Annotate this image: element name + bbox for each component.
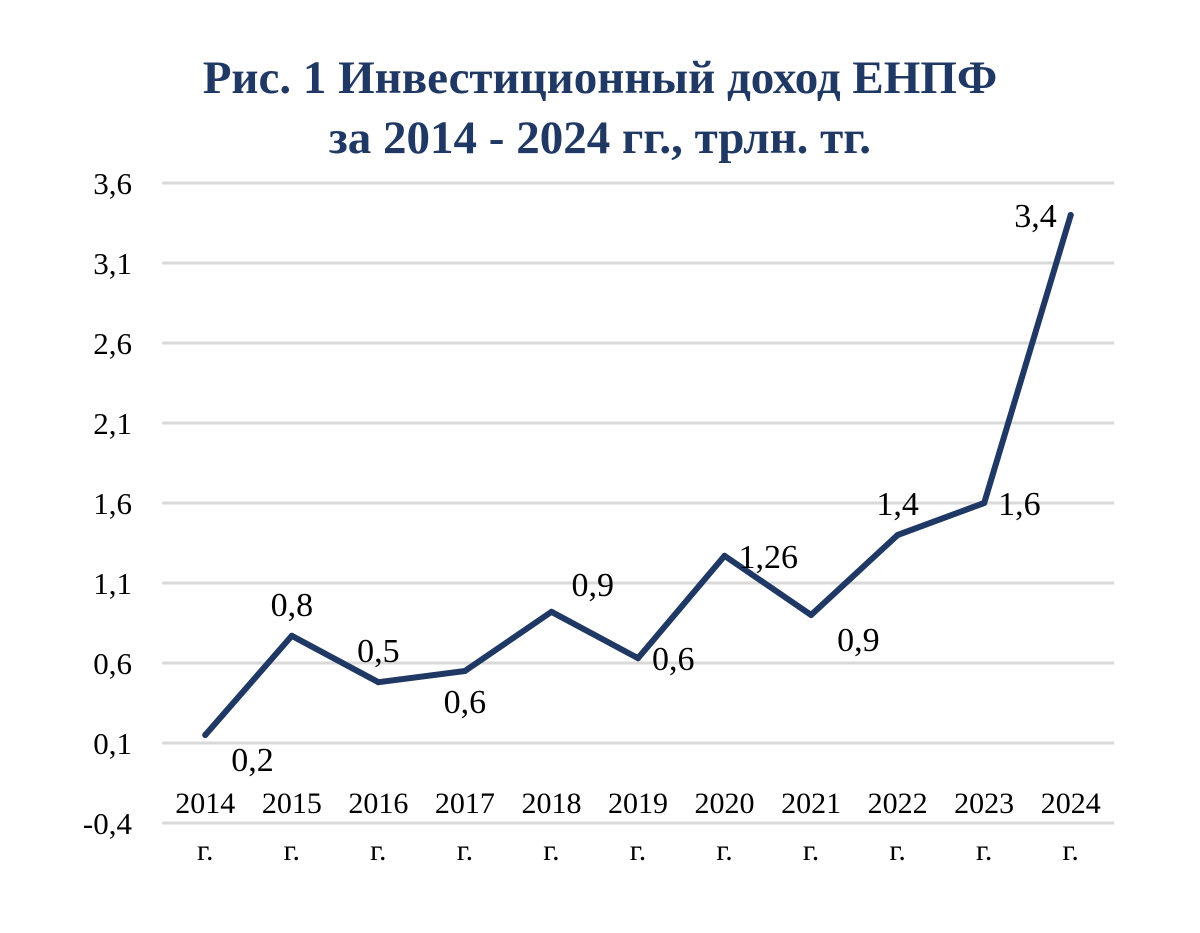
data-label: 3,4 [1014, 198, 1057, 235]
data-label: 0,6 [652, 641, 695, 678]
x-tick-label-suffix: г. [716, 834, 732, 867]
x-tick-label-suffix: г. [630, 834, 646, 867]
x-tick-label-year: 2019 [608, 787, 668, 820]
x-tick-label-year: 2023 [954, 787, 1014, 820]
x-tick-label-year: 2020 [695, 787, 755, 820]
data-point [981, 500, 988, 506]
y-tick-label: 0,6 [93, 646, 132, 681]
data-label: 0,9 [571, 567, 614, 604]
x-tick-label-year: 2022 [868, 787, 928, 820]
data-point [548, 608, 555, 615]
series-layer [202, 212, 1074, 738]
y-axis-labels: 3,6 3,1 2,6 2,1 1,6 1,1 0,6 0,1 -0,4 [83, 166, 133, 841]
chart-title-line: Рис. 1 Инвестиционный доход ЕНПФ [202, 52, 998, 104]
y-tick-label: -0,4 [83, 806, 133, 841]
x-tick-label-suffix: г. [1063, 834, 1079, 867]
data-label: 0,6 [444, 684, 487, 721]
chart-title: Рис. 1 Инвестиционный доход ЕНПФ за 2014… [0, 48, 1200, 168]
gridlines [162, 181, 1114, 825]
x-tick-label-suffix: г. [889, 834, 905, 867]
data-label: 0,5 [357, 633, 400, 670]
data-label: 1,4 [876, 486, 919, 523]
y-tick-label: 3,1 [93, 246, 132, 281]
data-label: 0,9 [837, 622, 880, 659]
data-labels: 0,2 0,8 0,5 0,6 0,9 0,6 1,26 0,9 1,4 1,6 3,4 [231, 198, 1056, 779]
data-point [461, 668, 468, 674]
x-tick-label-suffix: г. [370, 834, 386, 867]
chart-subtitle-line: за 2014 - 2024 гг., трлн. тг. [328, 112, 872, 164]
x-tick-label-year: 2021 [781, 787, 841, 820]
x-tick-label-suffix: г. [976, 834, 992, 867]
x-tick-label-suffix: г. [284, 834, 300, 867]
x-tick-label-year: 2016 [348, 787, 408, 820]
data-label: 0,2 [231, 742, 273, 779]
data-point [1067, 212, 1074, 218]
x-tick-label-suffix: г. [457, 834, 473, 867]
y-tick-label: 1,6 [93, 486, 132, 521]
y-tick-label: 3,6 [93, 166, 132, 201]
data-point [375, 679, 382, 686]
data-point [894, 532, 901, 538]
y-tick-label: 1,1 [93, 566, 132, 601]
data-point [288, 632, 295, 639]
x-tick-label-year: 2018 [521, 787, 581, 820]
x-tick-label-year: 2014 [175, 787, 235, 820]
data-point [721, 552, 728, 559]
y-tick-label: 0,1 [93, 726, 132, 761]
data-point [808, 612, 815, 618]
x-tick-label-year: 2024 [1041, 787, 1101, 820]
data-label: 1,26 [739, 539, 799, 576]
data-label: 0,8 [271, 587, 314, 624]
y-tick-label: 2,1 [93, 406, 132, 441]
x-tick-label-suffix: г. [197, 834, 213, 867]
x-tick-label-suffix: г. [803, 834, 819, 867]
data-label: 1,6 [998, 486, 1041, 523]
x-tick-label-suffix: г. [543, 834, 559, 867]
x-tick-label-year: 2017 [435, 787, 495, 820]
y-tick-label: 2,6 [93, 326, 132, 361]
data-point [635, 655, 641, 662]
x-tick-label-year: 2015 [262, 787, 322, 820]
x-axis-labels: 2014 г. 2015 г. 2016 г. 2017 г. 2018 г. 2019 г. 2020… [175, 787, 1100, 867]
data-point [202, 732, 209, 738]
